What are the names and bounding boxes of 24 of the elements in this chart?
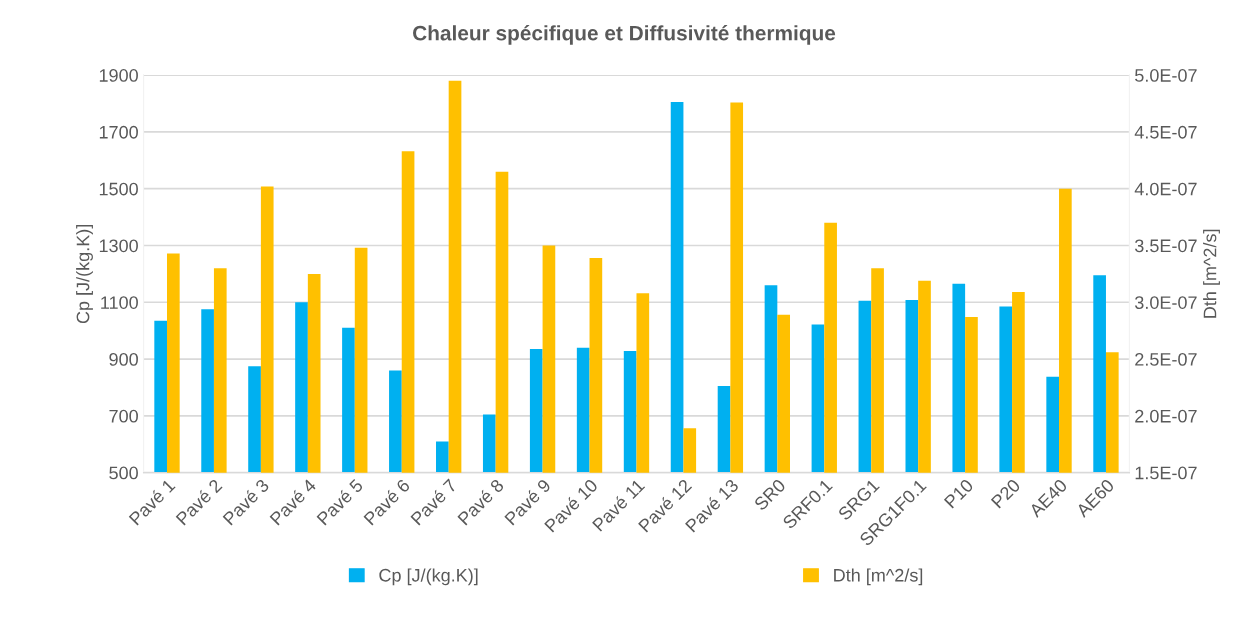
y2-tick-label: 4.0E-07	[1134, 182, 1197, 196]
y-tick-label: 1500	[99, 182, 138, 196]
y-axis-title: Cp [J/(kg.K)]	[76, 225, 93, 324]
y-tick-label: 700	[109, 409, 138, 423]
x-tick-label: P20	[990, 478, 1021, 509]
legend-label: Cp [J/(kg.K)]	[379, 568, 478, 586]
y-tick-label: 1900	[99, 69, 138, 82]
x-tick-label: P10	[943, 478, 974, 509]
y-tick-label: 1100	[101, 296, 138, 309]
y2-axis-title: Dth [m^2/s]	[1203, 229, 1220, 318]
y-tick-label: 1300	[99, 239, 138, 253]
y2-tick-label: 2.5E-07	[1135, 352, 1197, 366]
y-tick-label: 500	[109, 466, 138, 480]
y2-tick-label: 2.0E-07	[1135, 409, 1197, 423]
y2-tick-label: 1.5E-07	[1135, 466, 1197, 480]
chart-title: Chaleur spécifique et Diffusivité thermique	[413, 25, 836, 45]
y-tick-label: 1700	[99, 125, 138, 139]
legend-label: Dth [m^2/s]	[834, 568, 923, 586]
y-tick-label: 900	[109, 352, 138, 366]
y2-tick-label: 3.5E-07	[1134, 239, 1197, 253]
y2-tick-label: 5.0E-07	[1135, 69, 1197, 82]
x-tick-label: SR0	[753, 478, 787, 512]
y2-tick-label: 4.5E-07	[1134, 125, 1197, 139]
y2-tick-label: 3.0E-07	[1134, 296, 1197, 309]
